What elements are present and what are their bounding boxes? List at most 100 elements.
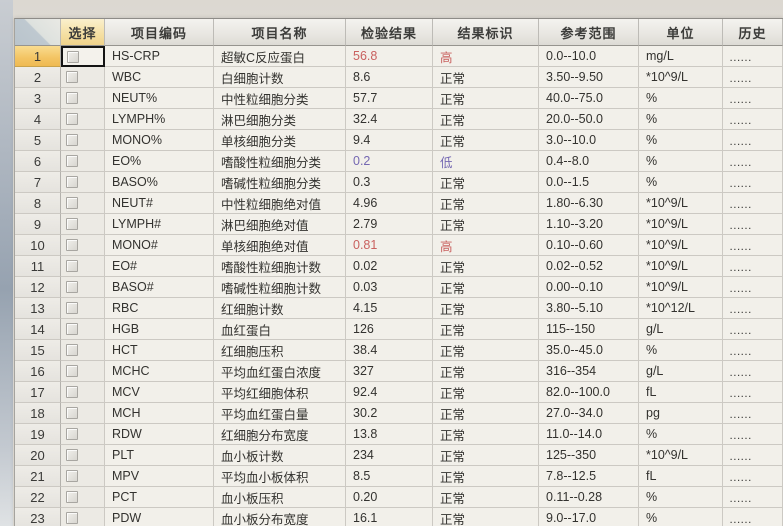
select-checkbox-cell[interactable] <box>61 361 105 382</box>
history-cell[interactable]: ...... <box>723 172 783 193</box>
checkbox[interactable] <box>66 323 78 335</box>
row-number[interactable]: 1 <box>15 46 61 67</box>
history-cell[interactable]: ...... <box>723 130 783 151</box>
column-header-item-code[interactable]: 项目编码 <box>105 19 214 46</box>
select-checkbox-cell[interactable] <box>61 508 105 526</box>
history-cell[interactable]: ...... <box>723 193 783 214</box>
select-checkbox-cell[interactable] <box>61 424 105 445</box>
checkbox[interactable] <box>66 281 78 293</box>
checkbox[interactable] <box>66 260 78 272</box>
select-checkbox-cell[interactable] <box>61 382 105 403</box>
history-cell[interactable]: ...... <box>723 277 783 298</box>
column-header-item-name[interactable]: 项目名称 <box>214 19 346 46</box>
history-cell[interactable]: ...... <box>723 445 783 466</box>
select-checkbox-cell[interactable] <box>61 235 105 256</box>
checkbox[interactable] <box>66 134 78 146</box>
select-checkbox-cell[interactable] <box>61 256 105 277</box>
history-cell[interactable]: ...... <box>723 235 783 256</box>
history-cell[interactable]: ...... <box>723 508 783 526</box>
select-checkbox-cell[interactable] <box>61 277 105 298</box>
select-checkbox-cell[interactable] <box>61 319 105 340</box>
column-header-select[interactable]: 选择 <box>61 19 105 46</box>
checkbox[interactable] <box>66 155 78 167</box>
select-checkbox-cell[interactable] <box>61 67 105 88</box>
select-checkbox-cell[interactable] <box>61 193 105 214</box>
column-header-flag[interactable]: 结果标识 <box>433 19 539 46</box>
history-cell[interactable]: ...... <box>723 424 783 445</box>
select-checkbox-cell[interactable] <box>61 130 105 151</box>
checkbox[interactable] <box>66 218 78 230</box>
row-number[interactable]: 6 <box>15 151 61 172</box>
history-cell[interactable]: ...... <box>723 487 783 508</box>
select-checkbox-cell[interactable] <box>61 151 105 172</box>
checkbox[interactable] <box>66 344 78 356</box>
checkbox[interactable] <box>66 407 78 419</box>
checkbox[interactable] <box>66 113 78 125</box>
checkbox[interactable] <box>66 428 78 440</box>
column-header-unit[interactable]: 单位 <box>639 19 723 46</box>
history-cell[interactable]: ...... <box>723 298 783 319</box>
row-number[interactable]: 13 <box>15 298 61 319</box>
checkbox[interactable] <box>66 491 78 503</box>
history-cell[interactable]: ...... <box>723 214 783 235</box>
row-number[interactable]: 22 <box>15 487 61 508</box>
history-cell[interactable]: ...... <box>723 88 783 109</box>
history-cell[interactable]: ...... <box>723 382 783 403</box>
row-number[interactable]: 21 <box>15 466 61 487</box>
checkbox[interactable] <box>67 50 79 63</box>
select-checkbox-cell[interactable] <box>61 445 105 466</box>
select-checkbox-cell[interactable] <box>61 46 105 67</box>
checkbox[interactable] <box>66 512 78 524</box>
row-number[interactable]: 3 <box>15 88 61 109</box>
row-number[interactable]: 15 <box>15 340 61 361</box>
checkbox[interactable] <box>66 197 78 209</box>
history-cell[interactable]: ...... <box>723 361 783 382</box>
row-number[interactable]: 14 <box>15 319 61 340</box>
column-header-range[interactable]: 参考范围 <box>539 19 639 46</box>
checkbox[interactable] <box>66 386 78 398</box>
row-number[interactable]: 23 <box>15 508 61 526</box>
row-number[interactable]: 18 <box>15 403 61 424</box>
row-number[interactable]: 9 <box>15 214 61 235</box>
select-all-corner[interactable] <box>15 19 61 46</box>
history-cell[interactable]: ...... <box>723 256 783 277</box>
checkbox[interactable] <box>66 302 78 314</box>
row-number[interactable]: 4 <box>15 109 61 130</box>
row-number[interactable]: 8 <box>15 193 61 214</box>
select-checkbox-cell[interactable] <box>61 298 105 319</box>
history-cell[interactable]: ...... <box>723 340 783 361</box>
history-cell[interactable]: ...... <box>723 466 783 487</box>
checkbox[interactable] <box>66 470 78 482</box>
row-number[interactable]: 11 <box>15 256 61 277</box>
row-number[interactable]: 7 <box>15 172 61 193</box>
row-number[interactable]: 10 <box>15 235 61 256</box>
select-checkbox-cell[interactable] <box>61 487 105 508</box>
row-number[interactable]: 19 <box>15 424 61 445</box>
history-cell[interactable]: ...... <box>723 403 783 424</box>
row-number[interactable]: 17 <box>15 382 61 403</box>
checkbox[interactable] <box>66 92 78 104</box>
select-checkbox-cell[interactable] <box>61 466 105 487</box>
column-header-history[interactable]: 历史 <box>723 19 783 46</box>
history-cell[interactable]: ...... <box>723 46 783 67</box>
checkbox[interactable] <box>66 449 78 461</box>
row-number[interactable]: 2 <box>15 67 61 88</box>
history-cell[interactable]: ...... <box>723 67 783 88</box>
column-header-result[interactable]: 检验结果 <box>346 19 433 46</box>
history-cell[interactable]: ...... <box>723 109 783 130</box>
select-checkbox-cell[interactable] <box>61 172 105 193</box>
history-cell[interactable]: ...... <box>723 151 783 172</box>
row-number[interactable]: 12 <box>15 277 61 298</box>
select-checkbox-cell[interactable] <box>61 403 105 424</box>
row-number[interactable]: 16 <box>15 361 61 382</box>
checkbox[interactable] <box>66 239 78 251</box>
checkbox[interactable] <box>66 71 78 83</box>
history-cell[interactable]: ...... <box>723 319 783 340</box>
row-number[interactable]: 20 <box>15 445 61 466</box>
select-checkbox-cell[interactable] <box>61 214 105 235</box>
row-number[interactable]: 5 <box>15 130 61 151</box>
checkbox[interactable] <box>66 176 78 188</box>
checkbox[interactable] <box>66 365 78 377</box>
select-checkbox-cell[interactable] <box>61 88 105 109</box>
select-checkbox-cell[interactable] <box>61 109 105 130</box>
